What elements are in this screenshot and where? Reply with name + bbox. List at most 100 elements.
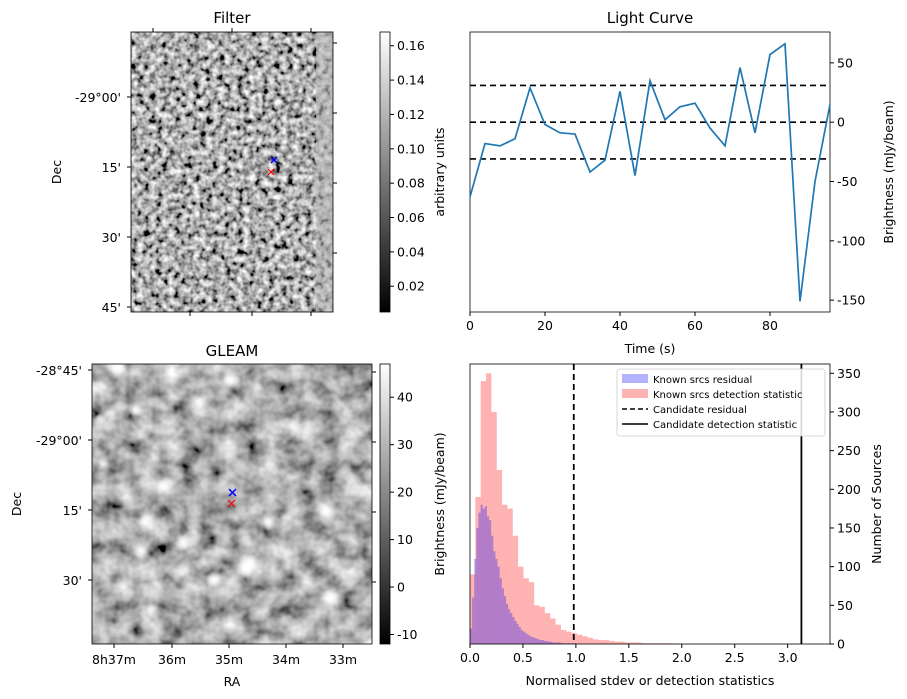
gleam-xtick-label: 8h37m <box>92 652 136 667</box>
histogram-bar <box>474 558 477 644</box>
histogram-bar <box>480 381 487 644</box>
filter-ylabel: Dec <box>49 160 64 184</box>
gleam-frame <box>91 363 373 645</box>
histogram-bar <box>527 634 530 644</box>
histogram-bar <box>544 640 547 644</box>
histogram-bar <box>529 636 532 644</box>
histogram-bar <box>470 574 476 644</box>
legend-swatch-residual <box>622 374 648 383</box>
histogram-bar <box>508 609 511 644</box>
histogram-bar <box>630 642 636 644</box>
gleam-marker-red <box>227 499 236 508</box>
histogram-ytick-label: 150 <box>837 520 861 535</box>
histogram-xtick-label: 0.0 <box>460 650 480 665</box>
colorbar-tick-label: 0 <box>397 580 405 595</box>
histogram-bar <box>482 508 485 644</box>
histogram-bar <box>542 640 545 644</box>
gleam-xtick-label: 34m <box>272 652 300 667</box>
histogram-xtick-label: 1.5 <box>619 650 639 665</box>
histogram-bar <box>472 597 475 644</box>
lightcurve-xtick-label: 60 <box>687 318 703 333</box>
gleam-marker-blue <box>228 488 237 497</box>
histogram-bar <box>486 373 492 644</box>
histogram-frame <box>469 363 831 645</box>
legend-label: Candidate residual <box>653 405 747 416</box>
gleam-colorbar <box>379 363 391 645</box>
colorbar-tick-label: 30 <box>397 437 413 452</box>
lightcurve-ytick-label: 0 <box>837 115 845 130</box>
legend-label: Known srcs residual <box>653 375 752 386</box>
histogram-ytick-label: 200 <box>837 482 861 497</box>
histogram-bar <box>484 506 487 644</box>
histogram-bar <box>619 641 626 644</box>
legend-box <box>616 368 826 437</box>
histogram-bar <box>522 631 526 644</box>
colorbar-tick-label: 0.02 <box>397 279 425 294</box>
lightcurve-xtick-label: 80 <box>762 318 778 333</box>
histogram-bar <box>489 520 492 644</box>
filter-image-noise <box>131 32 333 312</box>
histogram-bar <box>539 606 545 644</box>
lightcurve-frame <box>469 31 831 313</box>
filter-marker-red <box>267 168 275 176</box>
colorbar-tick-label: 0.12 <box>397 107 425 122</box>
histogram-bar <box>558 642 562 644</box>
histogram-bar <box>514 620 517 644</box>
histogram-xlabel: Normalised stdev or detection statistics <box>526 673 775 688</box>
histogram-xtick-label: 3.0 <box>778 650 798 665</box>
histogram-bar <box>582 636 588 644</box>
colorbar-tick-label: 40 <box>397 390 413 405</box>
histogram-xtick-label: 1.0 <box>566 650 586 665</box>
histogram-ytick-label: 0 <box>837 637 845 652</box>
histogram-bar <box>560 630 567 644</box>
histogram-bar <box>592 639 599 644</box>
histogram-bar <box>502 504 508 644</box>
histogram-bar <box>546 640 549 644</box>
colorbar-tick-label: 20 <box>397 485 413 500</box>
histogram-bar <box>480 504 483 644</box>
histogram-bar <box>576 634 583 644</box>
histogram-bar <box>587 637 593 644</box>
histogram-bar <box>525 633 528 644</box>
lightcurve-yticks: 50 0 -50 -100 -150 <box>830 55 865 308</box>
filter-image-edge <box>316 32 333 312</box>
histogram-bar <box>614 641 620 644</box>
colorbar-tick-label: 0.14 <box>397 73 425 88</box>
histogram-bar <box>550 641 553 644</box>
lightcurve-series-line <box>469 42 831 302</box>
histogram-bar <box>486 516 490 644</box>
lightcurve-xticks: 0 20 40 60 80 <box>466 312 778 333</box>
histogram-bar <box>556 642 559 644</box>
histogram-ytick-label: 250 <box>837 443 861 458</box>
gleam-xtick-label: 35m <box>215 652 243 667</box>
histogram-bar <box>625 642 631 644</box>
histogram-bar <box>506 603 509 644</box>
histogram-bars <box>470 373 674 644</box>
histogram-bar <box>552 642 555 644</box>
colorbar-tick-label: 0.08 <box>397 176 425 191</box>
colorbar-tick-label: 0.16 <box>397 38 425 53</box>
histogram-bar <box>528 582 535 644</box>
lightcurve-ylabel: Brightness (mJy/beam) <box>881 100 896 243</box>
histogram-bar <box>537 639 540 644</box>
histogram-bar <box>495 558 498 644</box>
histogram-bar <box>512 616 515 644</box>
histogram-legend: Known srcs residual Known srcs detection… <box>616 368 826 437</box>
lightcurve-title: Light Curve <box>607 9 693 27</box>
histogram-bar <box>555 624 561 644</box>
histogram-bar <box>603 640 610 644</box>
gleam-xtick-label: 33m <box>329 652 357 667</box>
lightcurve-xtick-label: 0 <box>466 318 474 333</box>
histogram-bar <box>493 551 496 644</box>
filter-panel: Filter -29°00' 15' 30' 45' Dec <box>49 9 447 316</box>
histogram-ylabel-right: Number of Sources <box>869 444 884 564</box>
lightcurve-panel: Light Curve 0 20 40 60 80 50 0 -50 -100 -150 Tim… <box>466 9 896 356</box>
colorbar-tick-label: -10 <box>397 627 417 642</box>
histogram-bar <box>501 588 504 644</box>
histogram-bar <box>535 638 538 644</box>
filter-ytick-label: 15' <box>102 160 121 175</box>
histogram-bar <box>475 497 481 644</box>
gleam-xlabel: RA <box>224 674 241 689</box>
lightcurve-xtick-label: 40 <box>612 318 628 333</box>
